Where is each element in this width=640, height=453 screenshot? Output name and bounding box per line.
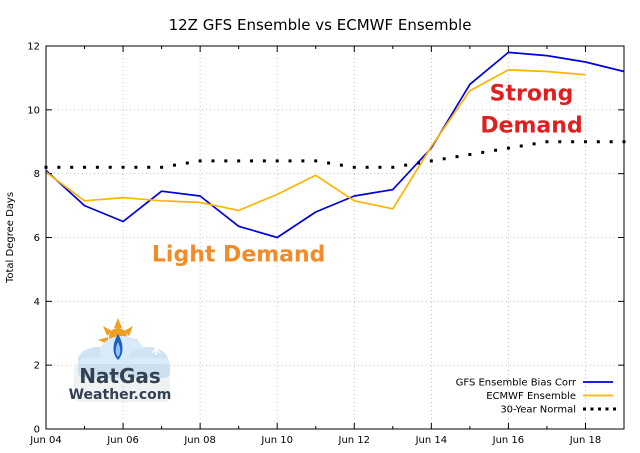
- logo-line1: NatGas: [79, 364, 161, 388]
- dot-mark: [224, 159, 228, 163]
- legend-label: 30-Year Normal: [500, 405, 576, 416]
- annotation-strong-line2: Demand: [480, 113, 582, 138]
- x-tick-label: Jun 06: [106, 435, 139, 446]
- dot-mark: [288, 159, 292, 163]
- annotation-strong-line1: Strong: [490, 81, 574, 106]
- dot-mark: [70, 165, 74, 169]
- dot-mark: [108, 165, 112, 169]
- dot-mark: [134, 165, 138, 169]
- dot-mark: [558, 140, 562, 144]
- dot-mark: [519, 144, 523, 148]
- dot-mark: [172, 163, 176, 167]
- data-point: [237, 159, 241, 163]
- dot-mark: [301, 159, 305, 163]
- dot-mark: [185, 161, 189, 165]
- series-group: [44, 51, 626, 239]
- legend-swatch-dot: [613, 407, 616, 411]
- dot-mark: [404, 163, 408, 167]
- x-tick-label: Jun 12: [338, 435, 371, 446]
- legend-label: ECMWF Ensemble: [486, 391, 576, 402]
- dot-mark: [262, 159, 266, 163]
- dot-mark: [442, 157, 446, 161]
- data-point: [121, 165, 125, 169]
- dot-mark: [609, 140, 613, 144]
- dot-mark: [95, 165, 99, 169]
- data-point: [352, 165, 356, 169]
- legend-swatch-dot: [605, 407, 609, 411]
- dot-mark: [455, 155, 459, 159]
- dot-mark: [481, 150, 485, 154]
- snowflake-icon: [151, 343, 161, 355]
- x-tick-label: Jun 04: [29, 435, 62, 446]
- dot-mark: [211, 159, 215, 163]
- data-point: [160, 165, 164, 169]
- logo-line2: Weather.com: [69, 387, 172, 403]
- data-point: [198, 159, 202, 163]
- dot-mark: [147, 165, 151, 169]
- annotations: Light Demand Strong Demand: [152, 81, 583, 267]
- legend: GFS Ensemble Bias Corr ECMWF Ensemble 30-Y…: [456, 378, 616, 416]
- x-tick-label: Jun 18: [569, 435, 602, 446]
- x-tick-label: Jun 14: [415, 435, 448, 446]
- y-tick-label: 12: [27, 42, 40, 53]
- data-point: [391, 165, 395, 169]
- data-point: [275, 159, 279, 163]
- data-point: [506, 146, 510, 150]
- dot-mark: [57, 165, 61, 169]
- dot-mark: [327, 161, 331, 165]
- annotation-light: Light Demand: [152, 242, 326, 267]
- y-tick-label: 6: [34, 233, 40, 244]
- dot-mark: [596, 140, 600, 144]
- dot-mark: [365, 165, 369, 169]
- legend-swatch-dot: [598, 407, 601, 411]
- flame-icon: [113, 334, 123, 360]
- data-point: [468, 153, 472, 157]
- dot-mark: [378, 165, 382, 169]
- data-point: [83, 165, 87, 169]
- data-point: [583, 140, 587, 144]
- dot-mark: [532, 142, 536, 146]
- dot-mark: [250, 159, 254, 163]
- x-tick-label: Jun 10: [260, 435, 293, 446]
- series-line: [45, 69, 586, 212]
- legend-swatch-dot: [590, 407, 594, 411]
- chart-title: 12Z GFS Ensemble vs ECMWF Ensemble: [169, 16, 472, 34]
- data-point: [545, 140, 549, 144]
- y-tick-label: 0: [34, 425, 40, 436]
- y-tick-label: 8: [34, 169, 40, 180]
- legend-swatch-dot: [583, 407, 586, 411]
- legend-label: GFS Ensemble Bias Corr: [456, 378, 577, 389]
- series-line: [45, 51, 625, 239]
- y-tick-label: 2: [34, 361, 40, 372]
- y-tick-label: 4: [34, 297, 40, 308]
- dot-mark: [494, 148, 498, 152]
- y-axis-label: Total Degree Days: [5, 192, 16, 284]
- y-tick-label: 10: [27, 105, 40, 116]
- plot-frame: [45, 45, 625, 430]
- x-tick-label: Jun 16: [492, 435, 525, 446]
- data-point: [314, 159, 318, 163]
- x-tick-label: Jun 08: [183, 435, 216, 446]
- dot-mark: [339, 163, 343, 167]
- data-point: [429, 159, 433, 163]
- dot-mark: [416, 161, 420, 165]
- dot-mark: [571, 140, 575, 144]
- natgasweather-logo: NatGas Weather.com: [69, 318, 172, 403]
